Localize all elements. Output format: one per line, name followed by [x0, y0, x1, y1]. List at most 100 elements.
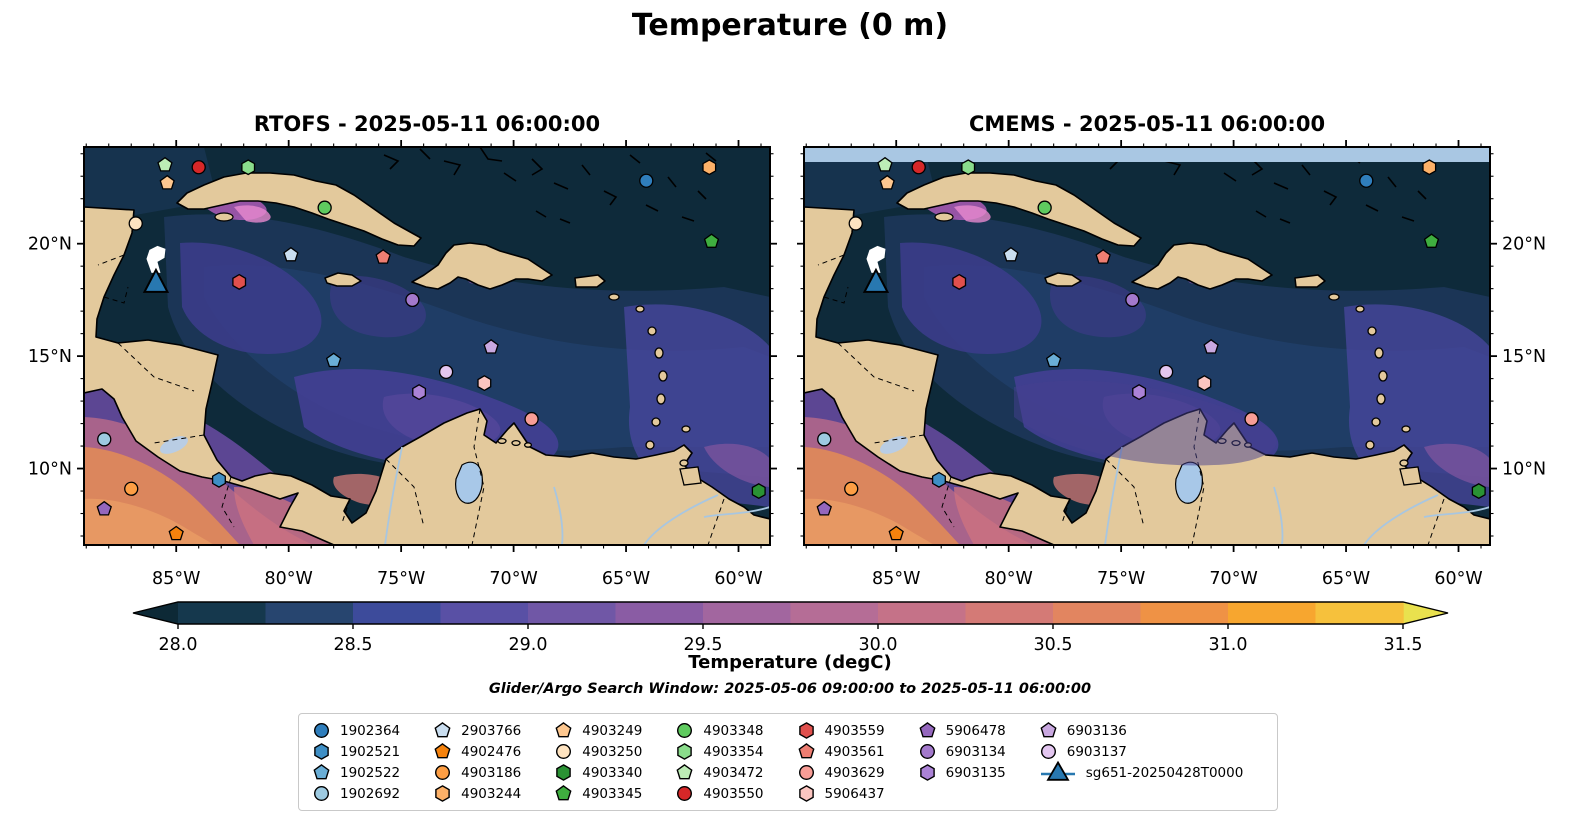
map-marker-4903472 [157, 156, 173, 172]
legend-entry-4903244: 4903244 [434, 783, 521, 804]
map-marker-4903472 [877, 156, 893, 172]
glider-marker-icon [1040, 760, 1075, 781]
map-marker-6903135 [1132, 384, 1147, 401]
legend-entry-1902692: 1902692 [313, 783, 400, 804]
legend-label: 2903766 [461, 722, 522, 739]
legend-label: 4903550 [703, 785, 764, 802]
map-marker-4903249 [159, 174, 175, 190]
legend-label: 4903348 [703, 722, 764, 739]
colorbar-under-arrow [133, 602, 178, 624]
legend-label: 4903561 [824, 743, 885, 760]
glider-sg651-20250428T0000 [862, 245, 890, 293]
legend-entry-5906437: 5906437 [798, 783, 885, 804]
map-marker-4903354 [961, 159, 976, 176]
legend-label: 4903250 [582, 743, 643, 760]
platform-marker-icon [919, 743, 935, 760]
x-tick-label: 70°W [1209, 569, 1257, 589]
legend-column: 4903249 4903250 4903340 4903345 [555, 720, 642, 804]
x-tick-label: 85°W [872, 569, 920, 589]
legend-entry-1902521: 1902521 [313, 741, 400, 762]
platform-marker-icon [435, 764, 451, 781]
map-marker-4903550 [191, 160, 206, 175]
legend-label: 1902522 [340, 764, 401, 781]
panel-title-rtofs: RTOFS - 2025-05-11 06:00:00 [253, 112, 601, 136]
map-marker-6903134 [1125, 292, 1140, 308]
map-marker-1902521 [931, 471, 946, 488]
map-marker-4903354 [241, 159, 256, 176]
figure-suptitle: Temperature (0 m) [631, 8, 949, 43]
legend-label: 6903137 [1066, 743, 1127, 760]
legend-column: 4903559 4903561 4903629 5906437 [797, 720, 885, 804]
colorbar-over-arrow [1403, 602, 1448, 624]
colorbar-tick-label: 30.0 [859, 635, 898, 655]
legend-column: 2903766 4902476 4903186 4903244 [434, 720, 521, 804]
legend-label: 4903186 [461, 764, 522, 781]
map-marker-1902522 [325, 352, 342, 368]
platform-marker-icon [556, 743, 572, 760]
map-marker-4903340 [751, 483, 766, 500]
legend-entry-4903249: 4903249 [555, 720, 642, 741]
legend-column: 4903348 4903354 4903472 4903550 [676, 720, 764, 804]
platform-marker-icon [314, 743, 329, 760]
legend-label: 1902521 [340, 743, 401, 760]
platform-marker-icon [1040, 722, 1057, 738]
map-marker-4903629 [1244, 411, 1259, 427]
platform-marker-icon [434, 722, 451, 738]
colorbar-label: Temperature (degC) [688, 652, 892, 673]
map-marker-6903136 [1203, 338, 1219, 354]
legend-entry-sg651-20250428T0000: sg651-20250428T0000 [1040, 760, 1244, 783]
legend-column: 6903136 6903137 sg651-20250428T0000 [1040, 720, 1244, 783]
map-marker-1902692 [97, 432, 112, 447]
platform-marker-icon [797, 743, 815, 759]
legend-label: 4903559 [824, 722, 885, 739]
map-marker-6903135 [412, 384, 427, 401]
colorbar-tick-label: 29.0 [509, 635, 548, 655]
legend-entry-5906478: 5906478 [919, 720, 1006, 741]
y-tick-label: 10°N [1502, 460, 1546, 480]
legend-entry-4903559: 4903559 [798, 720, 885, 741]
platform-marker-icon [1040, 743, 1056, 760]
map-marker-4903345 [1423, 233, 1440, 248]
map-marker-4903345 [703, 233, 720, 248]
x-tick-label: 80°W [985, 569, 1033, 589]
platform-marker-icon [555, 722, 572, 738]
map-marker-6903137 [1158, 364, 1174, 380]
map-marker-4903186 [844, 481, 859, 496]
legend-entry-4903354: 4903354 [676, 741, 764, 762]
platform-marker-icon [435, 785, 450, 802]
map-marker-4902476 [168, 525, 184, 541]
map-marker-1902364 [639, 173, 654, 188]
legend-entry-6903135: 6903135 [919, 762, 1006, 783]
colorbar-tick-label: 29.5 [684, 635, 723, 655]
map-marker-4903186 [124, 481, 139, 496]
legend: 1902364 1902521 1902522 1902692 2903766 49024… [298, 713, 1278, 811]
y-tick-label: 10°N [28, 460, 72, 480]
legend-label: 4903354 [703, 743, 764, 760]
colorbar-tick-label: 31.0 [1209, 635, 1248, 655]
legend-entry-1902364: 1902364 [313, 720, 400, 741]
y-tick-label: 20°N [1502, 235, 1546, 255]
map-marker-5906478 [96, 500, 112, 516]
platform-marker-icon [556, 764, 572, 781]
map-marker-6903134 [405, 292, 420, 308]
map-marker-2903766 [283, 246, 299, 262]
map-marker-4903629 [524, 411, 539, 427]
map-marker-4903250 [128, 216, 143, 231]
map-marker-4903249 [879, 174, 895, 190]
legend-entry-4903348: 4903348 [676, 720, 764, 741]
map-rtofs: 85°W 80°W 75°W 70°W 65°W 60°W 20°N 15°N 10°N [28, 140, 777, 589]
glider-sg651-20250428T0000 [142, 245, 170, 293]
legend-entry-4903186: 4903186 [434, 762, 521, 783]
legend-entry-4903250: 4903250 [555, 741, 642, 762]
colorbar-tick-label: 28.0 [159, 635, 198, 655]
legend-label: sg651-20250428T0000 [1085, 764, 1244, 781]
map-marker-1902364 [1359, 173, 1374, 188]
legend-entry-4903550: 4903550 [676, 783, 764, 804]
map-cmems: 85°W 80°W 75°W 70°W 65°W 60°W 20°N 15°N 10°N [797, 140, 1546, 589]
legend-column: 5906478 6903134 6903135 [919, 720, 1006, 783]
platform-marker-icon [676, 764, 693, 780]
map-marker-4903244 [702, 159, 717, 176]
legend-entry-4903561: 4903561 [797, 741, 885, 762]
legend-label: 1902364 [340, 722, 401, 739]
x-tick-label: 70°W [489, 569, 537, 589]
